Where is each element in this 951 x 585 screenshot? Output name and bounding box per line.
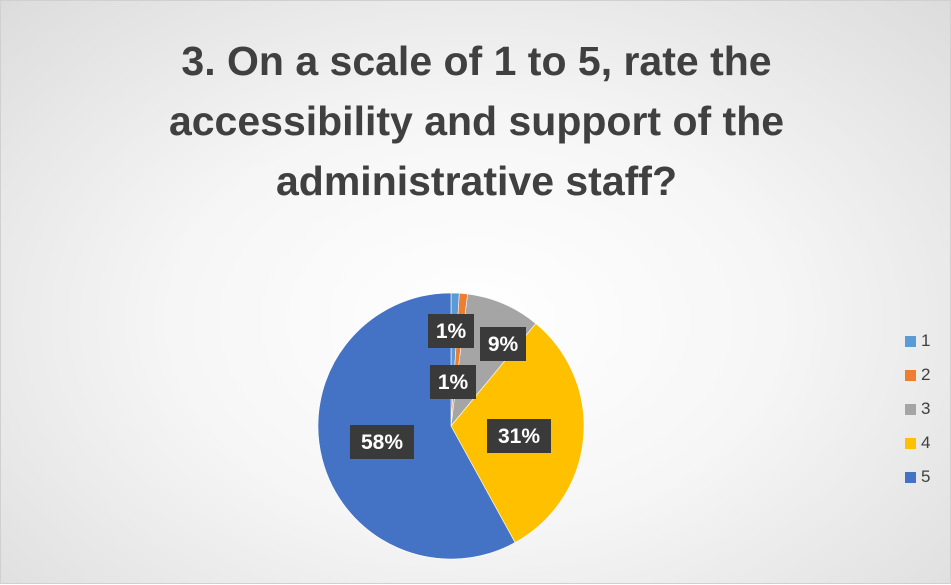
- data-label-4: 31%: [487, 419, 551, 453]
- legend-swatch-2: [905, 369, 916, 381]
- legend-label-5: 5: [921, 467, 931, 486]
- legend-item-3: 3: [905, 392, 945, 426]
- data-label-text-2: 1%: [438, 371, 469, 394]
- legend: 1 2 3 4 5: [905, 324, 945, 494]
- data-label-text-1: 1%: [436, 320, 467, 343]
- legend-swatch-4: [905, 437, 916, 449]
- data-label-box-3: [480, 327, 526, 361]
- data-label-box-4: [487, 419, 551, 453]
- data-label-5: 58%: [350, 425, 414, 459]
- legend-item-5: 5: [905, 460, 945, 494]
- data-label-text-5: 58%: [361, 431, 403, 454]
- legend-swatch-5: [905, 471, 916, 483]
- data-label-1: 1%: [428, 314, 474, 348]
- legend-item-4: 4: [905, 426, 945, 460]
- data-label-box-5: [350, 425, 414, 459]
- legend-label-1: 1: [921, 331, 931, 350]
- legend-label-2: 2: [921, 365, 931, 384]
- chart-title: 3. On a scale of 1 to 5, rate the access…: [168, 38, 785, 204]
- legend-item-1: 1: [905, 324, 945, 358]
- legend-label-3: 3: [921, 399, 931, 418]
- pie-slice-5: [317, 292, 516, 560]
- legend-swatch-3: [905, 403, 916, 415]
- pie-data-labels: 1% 1% 9% 31% 58%: [350, 314, 551, 459]
- data-label-box-2: [430, 365, 476, 399]
- data-label-3: 9%: [480, 327, 526, 361]
- data-label-text-3: 9%: [488, 333, 519, 356]
- data-label-box-1: [428, 314, 474, 348]
- data-label-text-4: 31%: [498, 425, 540, 448]
- legend-swatch-1: [905, 335, 916, 347]
- data-label-2: 1%: [430, 365, 476, 399]
- legend-item-2: 2: [905, 358, 945, 392]
- legend-label-4: 4: [921, 433, 931, 452]
